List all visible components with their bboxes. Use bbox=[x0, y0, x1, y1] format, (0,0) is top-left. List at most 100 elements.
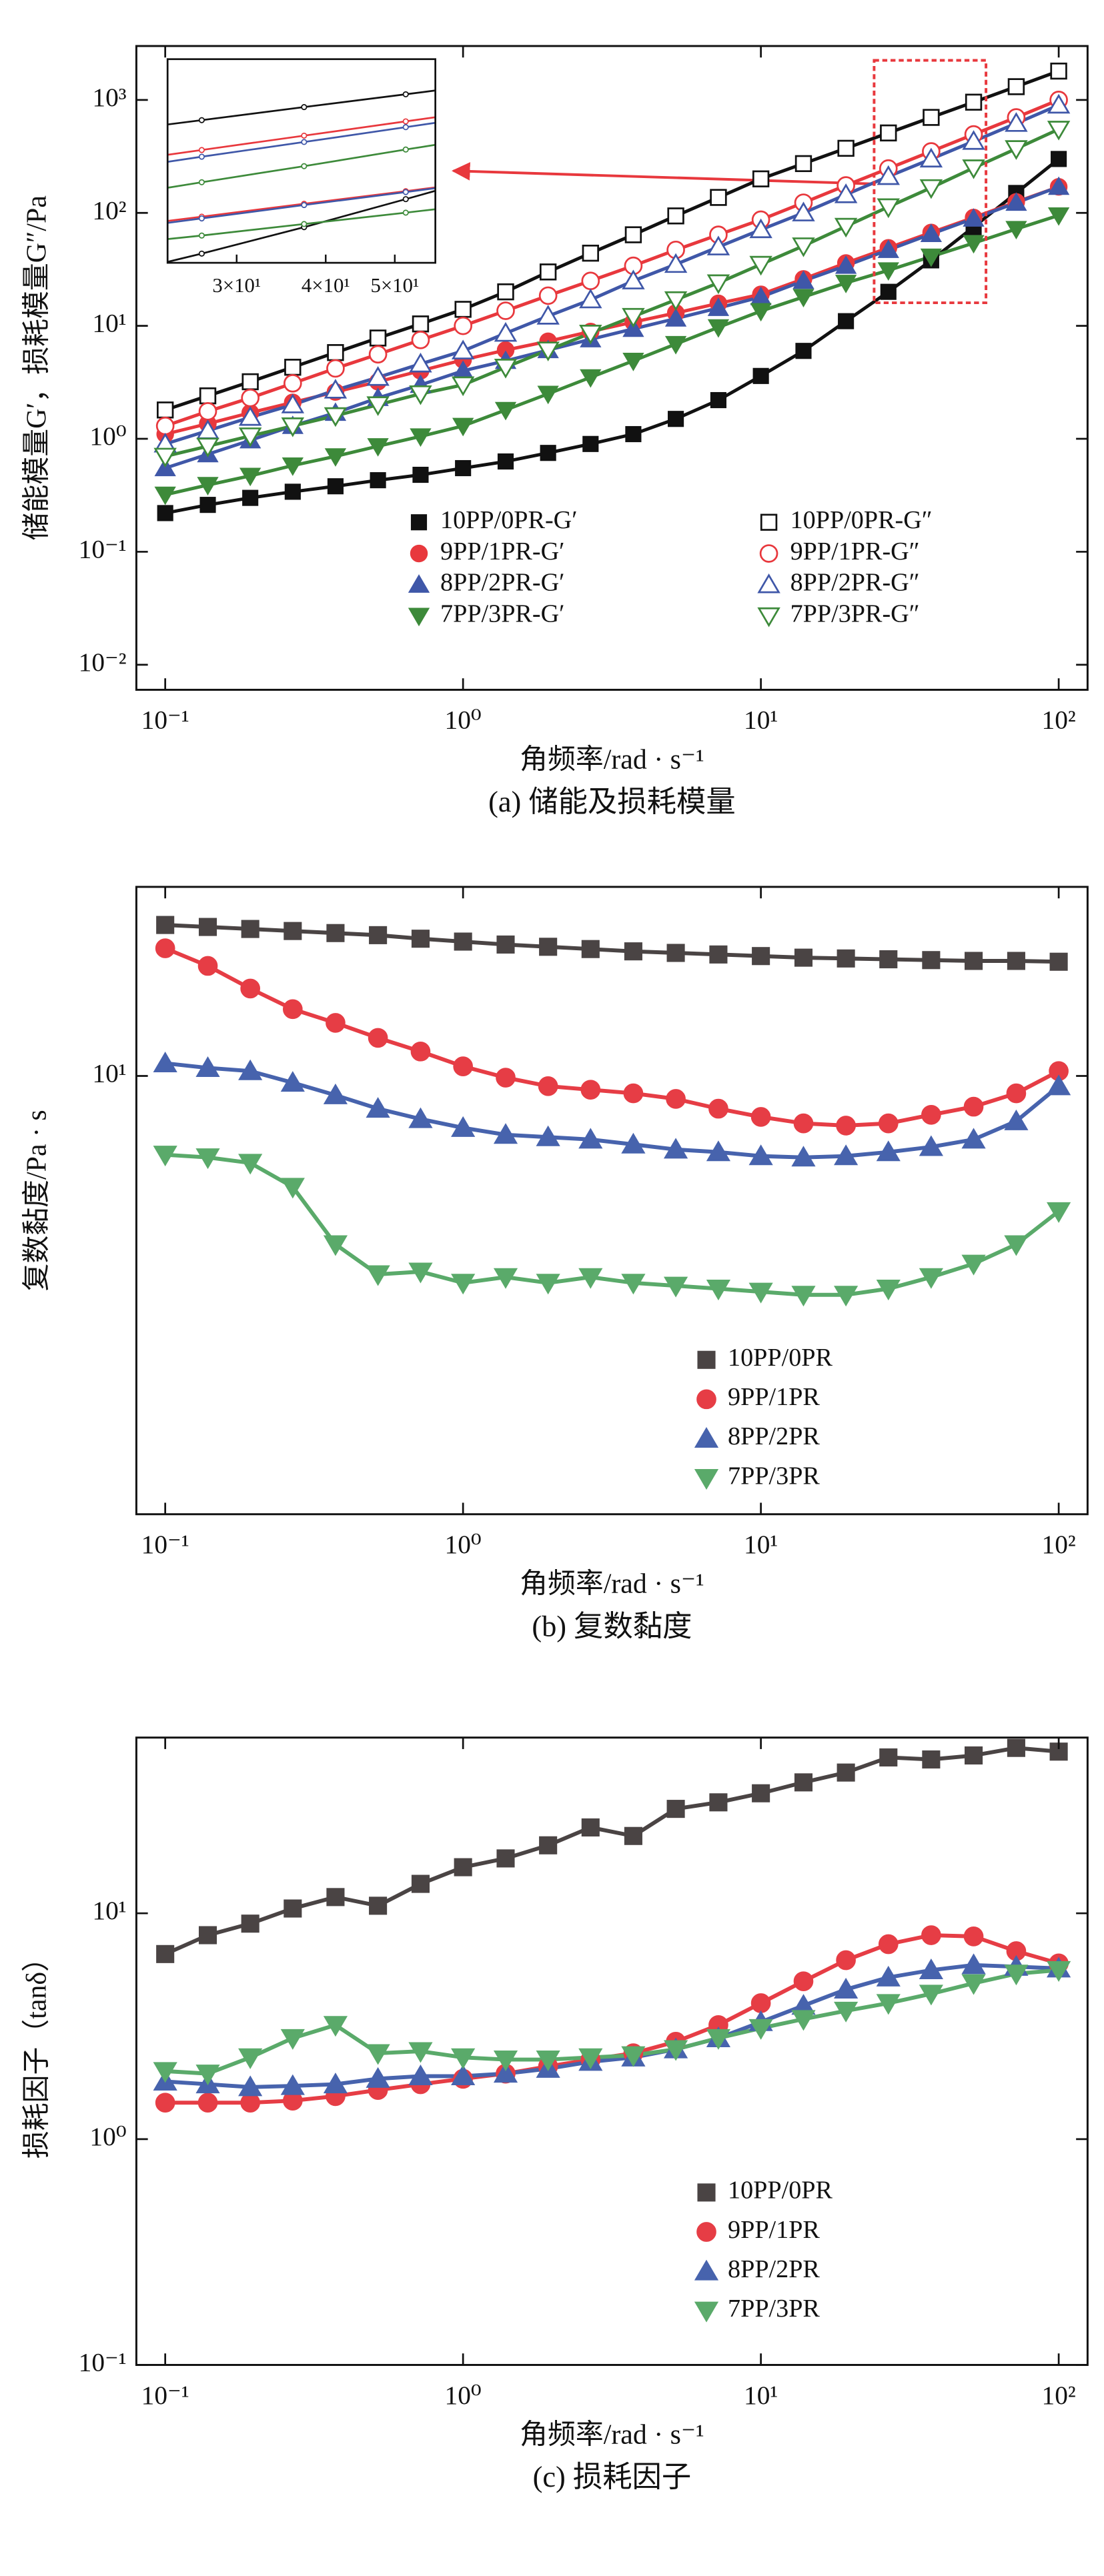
marker-triangle-down bbox=[452, 417, 474, 437]
marker-triangle-up bbox=[1047, 176, 1070, 195]
marker-square bbox=[752, 367, 769, 384]
marker-square bbox=[157, 505, 173, 521]
x-tick-label: 10² bbox=[1042, 1530, 1076, 1559]
marker-square bbox=[666, 944, 685, 962]
marker-triangle-up bbox=[834, 183, 858, 203]
marker-triangle-up bbox=[962, 130, 985, 150]
marker-triangle-down bbox=[621, 1274, 646, 1295]
marker-square bbox=[624, 1826, 642, 1845]
marker-square bbox=[496, 1849, 515, 1868]
marker-triangle-down bbox=[834, 1286, 859, 1307]
marker-triangle-up bbox=[834, 1977, 859, 1999]
legend-label: 10PP/0PR-G″ bbox=[790, 506, 933, 534]
marker-triangle-down bbox=[694, 1469, 719, 1490]
marker-triangle-up bbox=[451, 1116, 476, 1137]
marker-triangle-down bbox=[694, 2301, 719, 2323]
plot-frame bbox=[135, 45, 1089, 691]
marker-square bbox=[497, 283, 514, 301]
series-line bbox=[165, 923, 1059, 964]
y-tick-label: 10⁰ bbox=[89, 2122, 126, 2151]
y-axis-title: 储能模量G′，损耗模量G″/Pa bbox=[22, 195, 53, 540]
marker-triangle-down bbox=[791, 2010, 816, 2031]
marker-triangle-up bbox=[1047, 93, 1071, 114]
marker-square bbox=[1049, 952, 1068, 971]
marker-triangle-up bbox=[706, 235, 730, 255]
marker-triangle-up bbox=[920, 223, 943, 242]
y-tick-label: 10⁻¹ bbox=[79, 2348, 127, 2377]
marker-triangle-down bbox=[323, 2016, 348, 2037]
marker-square bbox=[752, 170, 770, 187]
inset-x-tick-label: 4×10¹ bbox=[302, 274, 350, 297]
marker-circle bbox=[750, 1993, 771, 2013]
series-line bbox=[165, 1963, 1059, 2089]
legend-label: 7PP/3PR-G″ bbox=[790, 599, 920, 627]
marker-triangle-down bbox=[876, 1280, 901, 1301]
series-line bbox=[164, 103, 1060, 446]
marker-triangle-up bbox=[578, 1128, 603, 1149]
marker-triangle-down bbox=[324, 448, 347, 467]
marker-triangle-up bbox=[694, 2259, 719, 2281]
marker-circle bbox=[581, 271, 600, 291]
zoom-box bbox=[873, 59, 988, 305]
x-tick-label: 10⁰ bbox=[445, 706, 482, 735]
marker-triangle-down bbox=[876, 1994, 901, 2015]
marker-triangle-down bbox=[707, 319, 730, 338]
marker-circle bbox=[368, 345, 388, 364]
marker-triangle-down bbox=[706, 1280, 731, 1301]
marker-triangle-up bbox=[749, 218, 772, 239]
marker-square bbox=[710, 391, 726, 409]
marker-triangle-down bbox=[493, 2051, 518, 2072]
legend-label: 8PP/2PR-G″ bbox=[790, 569, 920, 597]
inset-x-tick-label: 3×10¹ bbox=[212, 274, 261, 297]
marker-square bbox=[879, 950, 898, 969]
marker-square bbox=[1051, 151, 1067, 167]
marker-square bbox=[838, 313, 855, 329]
marker-square bbox=[241, 1914, 259, 1933]
series-line bbox=[165, 213, 1059, 497]
marker-square bbox=[454, 301, 472, 318]
marker-triangle-down bbox=[323, 1235, 348, 1256]
marker-circle bbox=[878, 1113, 899, 1134]
marker-triangle-up bbox=[323, 2073, 348, 2094]
marker-square bbox=[582, 244, 599, 262]
marker-square bbox=[752, 1784, 770, 1802]
marker-triangle-up bbox=[664, 308, 687, 327]
legend-label: 7PP/3PR bbox=[728, 1462, 820, 1490]
marker-triangle-down bbox=[1047, 207, 1070, 226]
marker-circle bbox=[155, 938, 175, 958]
inset-line bbox=[167, 186, 436, 222]
marker-square bbox=[582, 435, 599, 452]
marker-triangle-down bbox=[748, 2019, 773, 2040]
marker-square bbox=[284, 483, 301, 500]
marker-triangle-down bbox=[792, 289, 814, 308]
marker-square bbox=[369, 926, 388, 944]
marker-triangle-down bbox=[834, 2001, 859, 2023]
marker-triangle-up bbox=[536, 305, 560, 325]
marker-circle bbox=[326, 359, 345, 378]
inset-marker bbox=[402, 189, 409, 195]
marker-square bbox=[1050, 62, 1067, 80]
marker-square bbox=[837, 139, 855, 157]
legend-label: 8PP/2PR bbox=[728, 2255, 820, 2283]
marker-triangle-down bbox=[580, 369, 602, 388]
marker-circle bbox=[496, 1068, 516, 1088]
marker-circle bbox=[538, 1076, 558, 1096]
marker-triangle-up bbox=[707, 297, 730, 316]
legend-label: 9PP/1PR bbox=[728, 2216, 820, 2244]
marker-square bbox=[794, 1773, 813, 1792]
y-axis-title: 复数黏度/Pa · s bbox=[22, 1110, 53, 1291]
marker-triangle-up bbox=[366, 2067, 390, 2088]
marker-square bbox=[965, 952, 983, 970]
marker-triangle-down bbox=[706, 2029, 731, 2050]
inset-marker bbox=[301, 163, 308, 169]
y-tick-label: 10¹ bbox=[92, 1059, 126, 1088]
marker-square bbox=[697, 2183, 716, 2202]
marker-triangle-up bbox=[919, 1958, 943, 1980]
marker-triangle-up bbox=[919, 147, 943, 168]
inset-marker bbox=[301, 221, 308, 227]
marker-circle bbox=[155, 2093, 175, 2113]
marker-triangle-up bbox=[579, 288, 602, 309]
marker-square bbox=[454, 932, 472, 951]
marker-square bbox=[837, 949, 855, 968]
